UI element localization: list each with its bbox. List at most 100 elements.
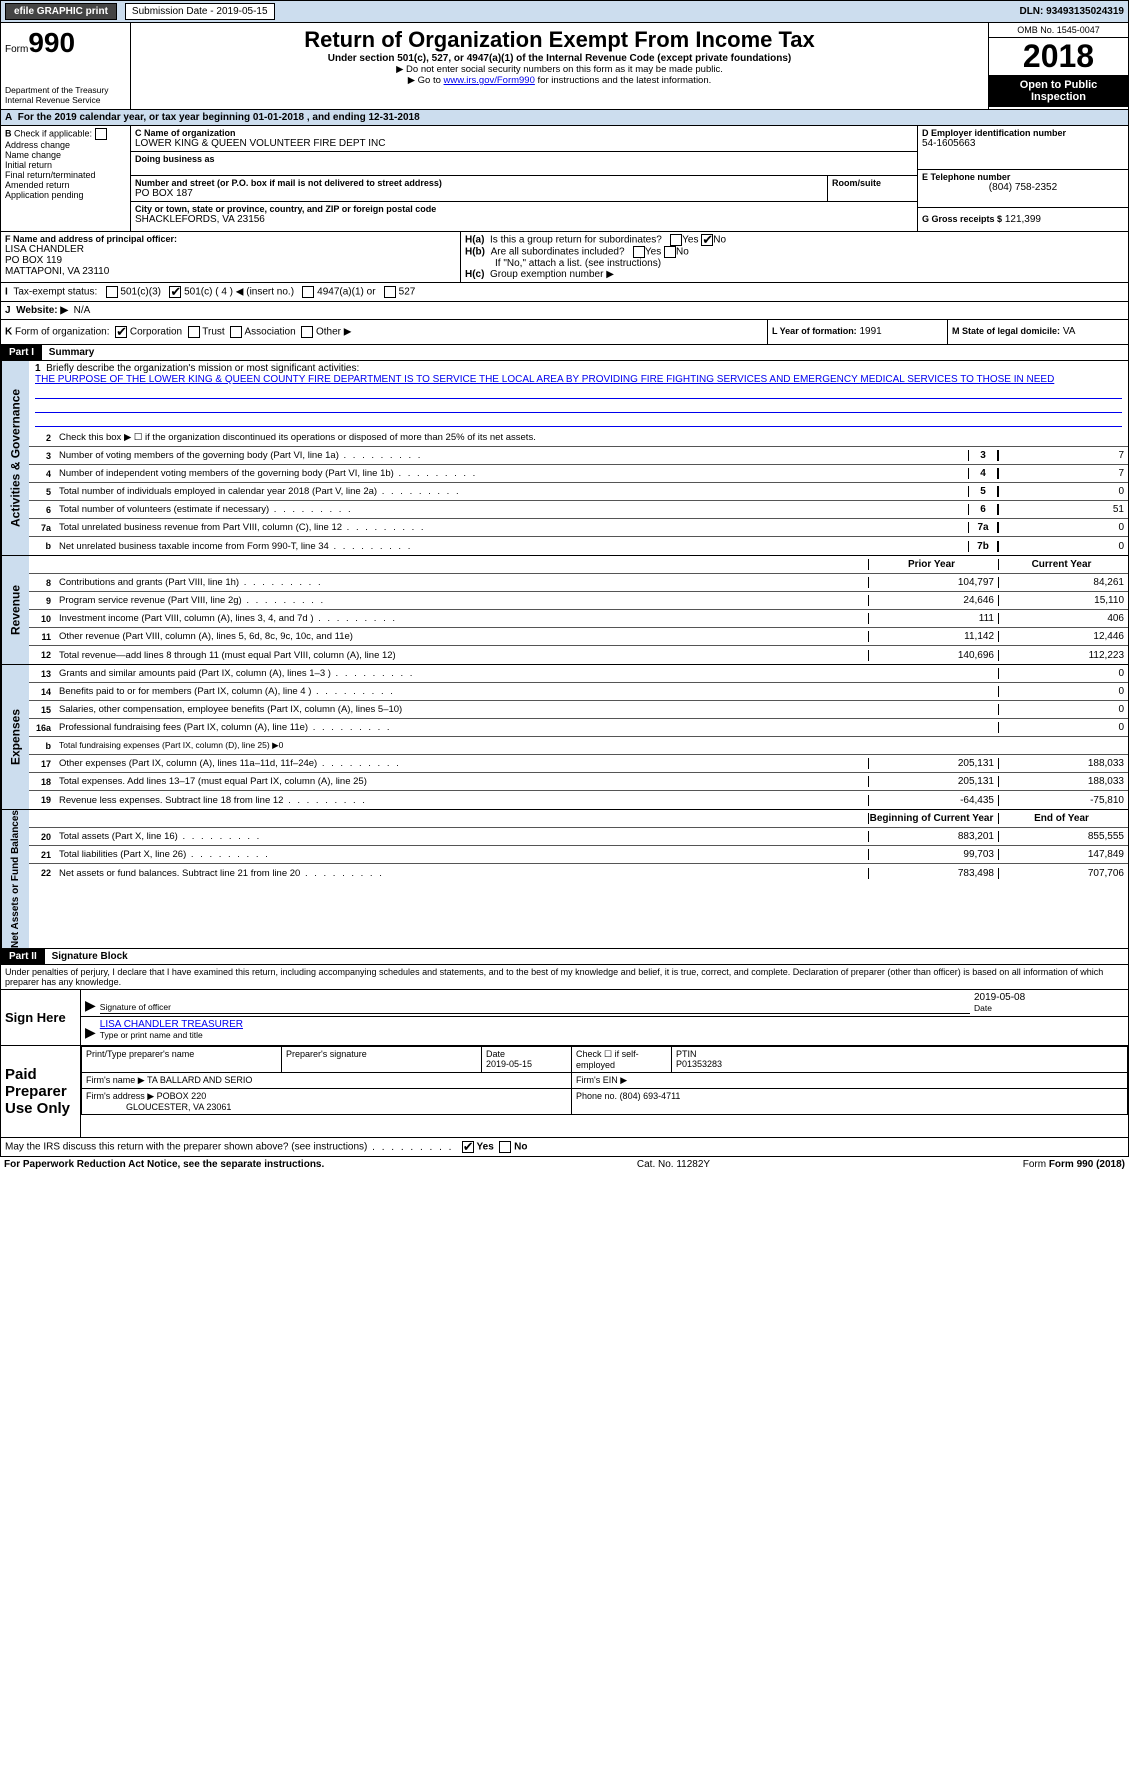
v6: 51 [998,504,1128,515]
officer-addr2: MATTAPONI, VA 23110 [5,266,456,277]
col-eoy: End of Year [998,813,1128,824]
cb-discuss-yes[interactable] [462,1141,474,1153]
cb-ha-yes[interactable] [670,234,682,246]
I-label: Tax-exempt status: [13,287,97,298]
cb-501c[interactable] [169,286,181,298]
firm-name-lbl: Firm's name ▶ [86,1075,145,1085]
opt-initial: Initial return [5,160,126,170]
cb-hb-no[interactable] [664,246,676,258]
b22: 783,498 [868,868,998,879]
l13: Grants and similar amounts paid (Part IX… [57,667,868,680]
K-trust: Trust [202,327,224,338]
officer-addr1: PO BOX 119 [5,255,456,266]
c17: 188,033 [998,758,1128,769]
telephone: (804) 758-2352 [922,182,1124,193]
l7b: Net unrelated business taxable income fr… [57,540,968,553]
room-label: Room/suite [827,176,917,201]
l19: Revenue less expenses. Subtract line 18 … [57,794,868,807]
c16a: 0 [998,722,1128,733]
prep-table: Print/Type preparer's name Preparer's si… [81,1046,1128,1115]
discuss-text: May the IRS discuss this return with the… [5,1142,453,1153]
efile-btn[interactable]: efile GRAPHIC print [5,3,117,20]
firm-addr2: GLOUCESTER, VA 23061 [126,1102,231,1112]
discuss-line: May the IRS discuss this return with the… [0,1138,1129,1157]
tax-year: 2018 [989,38,1128,75]
partI-title: Summary [45,347,95,358]
Ha-text: Is this a group return for subordinates? [490,235,662,246]
open-public: Open to Public Inspection [989,75,1128,107]
part-I-hdr: Part I Summary [0,345,1129,361]
E-label: E Telephone number [922,172,1124,182]
side-netassets: Net Assets or Fund Balances [1,810,29,948]
c9: 15,110 [998,595,1128,606]
website: N/A [74,305,91,316]
col-B: B Check if applicable: Address change Na… [1,126,131,231]
block-FH: F Name and address of principal officer:… [0,232,1129,283]
cat-no: Cat. No. 11282Y [637,1159,710,1170]
cb-501c3[interactable] [106,286,118,298]
line-I: I Tax-exempt status: 501(c)(3) 501(c) ( … [0,283,1129,302]
K-assoc: Association [245,327,296,338]
l3: Number of voting members of the governin… [57,449,968,462]
top-bar: efile GRAPHIC print Submission Date - 20… [0,0,1129,23]
year-formation: 1991 [859,326,881,337]
p10: 111 [868,613,998,624]
v4: 7 [998,468,1128,479]
l8: Contributions and grants (Part VIII, lin… [57,576,868,589]
part-II-hdr: Part II Signature Block [0,949,1129,965]
c10: 406 [998,613,1128,624]
cb-assoc[interactable] [230,326,242,338]
cb-527[interactable] [384,286,396,298]
opt-address: Address change [5,140,126,150]
ptin: P01353283 [676,1059,722,1069]
ptin-lbl: PTIN [676,1049,697,1059]
K-corp: Corporation [130,327,182,338]
p11: 11,142 [868,631,998,642]
pt-date: 2019-05-15 [486,1059,532,1069]
cb-hb-yes[interactable] [633,246,645,258]
C-name-label: C Name of organization [135,128,913,138]
l2: Check this box ▶ ☐ if the organization d… [57,431,1128,444]
cb-discuss-no[interactable] [499,1141,511,1153]
line-J: J Website: ▶ N/A [0,302,1129,320]
partII-title: Signature Block [48,951,128,962]
p12: 140,696 [868,650,998,661]
cb-corp[interactable] [115,326,127,338]
c14: 0 [998,686,1128,697]
D-label: D Employer identification number [922,128,1124,138]
cb-trust[interactable] [188,326,200,338]
l6: Total number of volunteers (estimate if … [57,503,968,516]
dba-label: Doing business as [135,154,913,164]
city-label: City or town, state or province, country… [135,204,913,214]
M-label: M State of legal domicile: [952,326,1060,336]
irs-link[interactable]: www.irs.gov/Form990 [444,75,535,86]
dept2: Internal Revenue Service [5,95,126,105]
form-prefix: Form [5,44,28,55]
b20: 883,201 [868,831,998,842]
l4: Number of independent voting members of … [57,467,968,480]
gross-receipts: 121,399 [1005,214,1041,225]
cb-applicable[interactable] [95,128,107,140]
I-o1: 501(c)(3) [120,287,161,298]
dln: DLN: 93493135024319 [1019,6,1124,17]
cb-other[interactable] [301,326,313,338]
v7a: 0 [998,522,1128,533]
block-BCDEG: B Check if applicable: Address change Na… [0,126,1129,232]
arrow-icon-2: ▶ [85,1024,96,1041]
omb: OMB No. 1545-0047 [989,23,1128,38]
mission-text: THE PURPOSE OF THE LOWER KING & QUEEN CO… [35,374,1122,385]
l16a: Professional fundraising fees (Part IX, … [57,721,868,734]
e20: 855,555 [998,831,1128,842]
p9: 24,646 [868,595,998,606]
cb-ha-no[interactable] [701,234,713,246]
l21: Total liabilities (Part X, line 26) [57,848,868,861]
cb-4947[interactable] [302,286,314,298]
officer-name-title: LISA CHANDLER TREASURER [100,1019,1120,1030]
col-DEG: D Employer identification number 54-1605… [918,126,1128,231]
opt-amended: Amended return [5,180,126,190]
e22: 707,706 [998,868,1128,879]
note1: ▶ Do not enter social security numbers o… [135,64,984,75]
I-o2: 501(c) ( 4 ) ◀ (insert no.) [184,287,294,298]
pt-name-lbl: Print/Type preparer's name [82,1047,282,1073]
note2: ▶ Go to www.irs.gov/Form990 for instruct… [135,75,984,86]
